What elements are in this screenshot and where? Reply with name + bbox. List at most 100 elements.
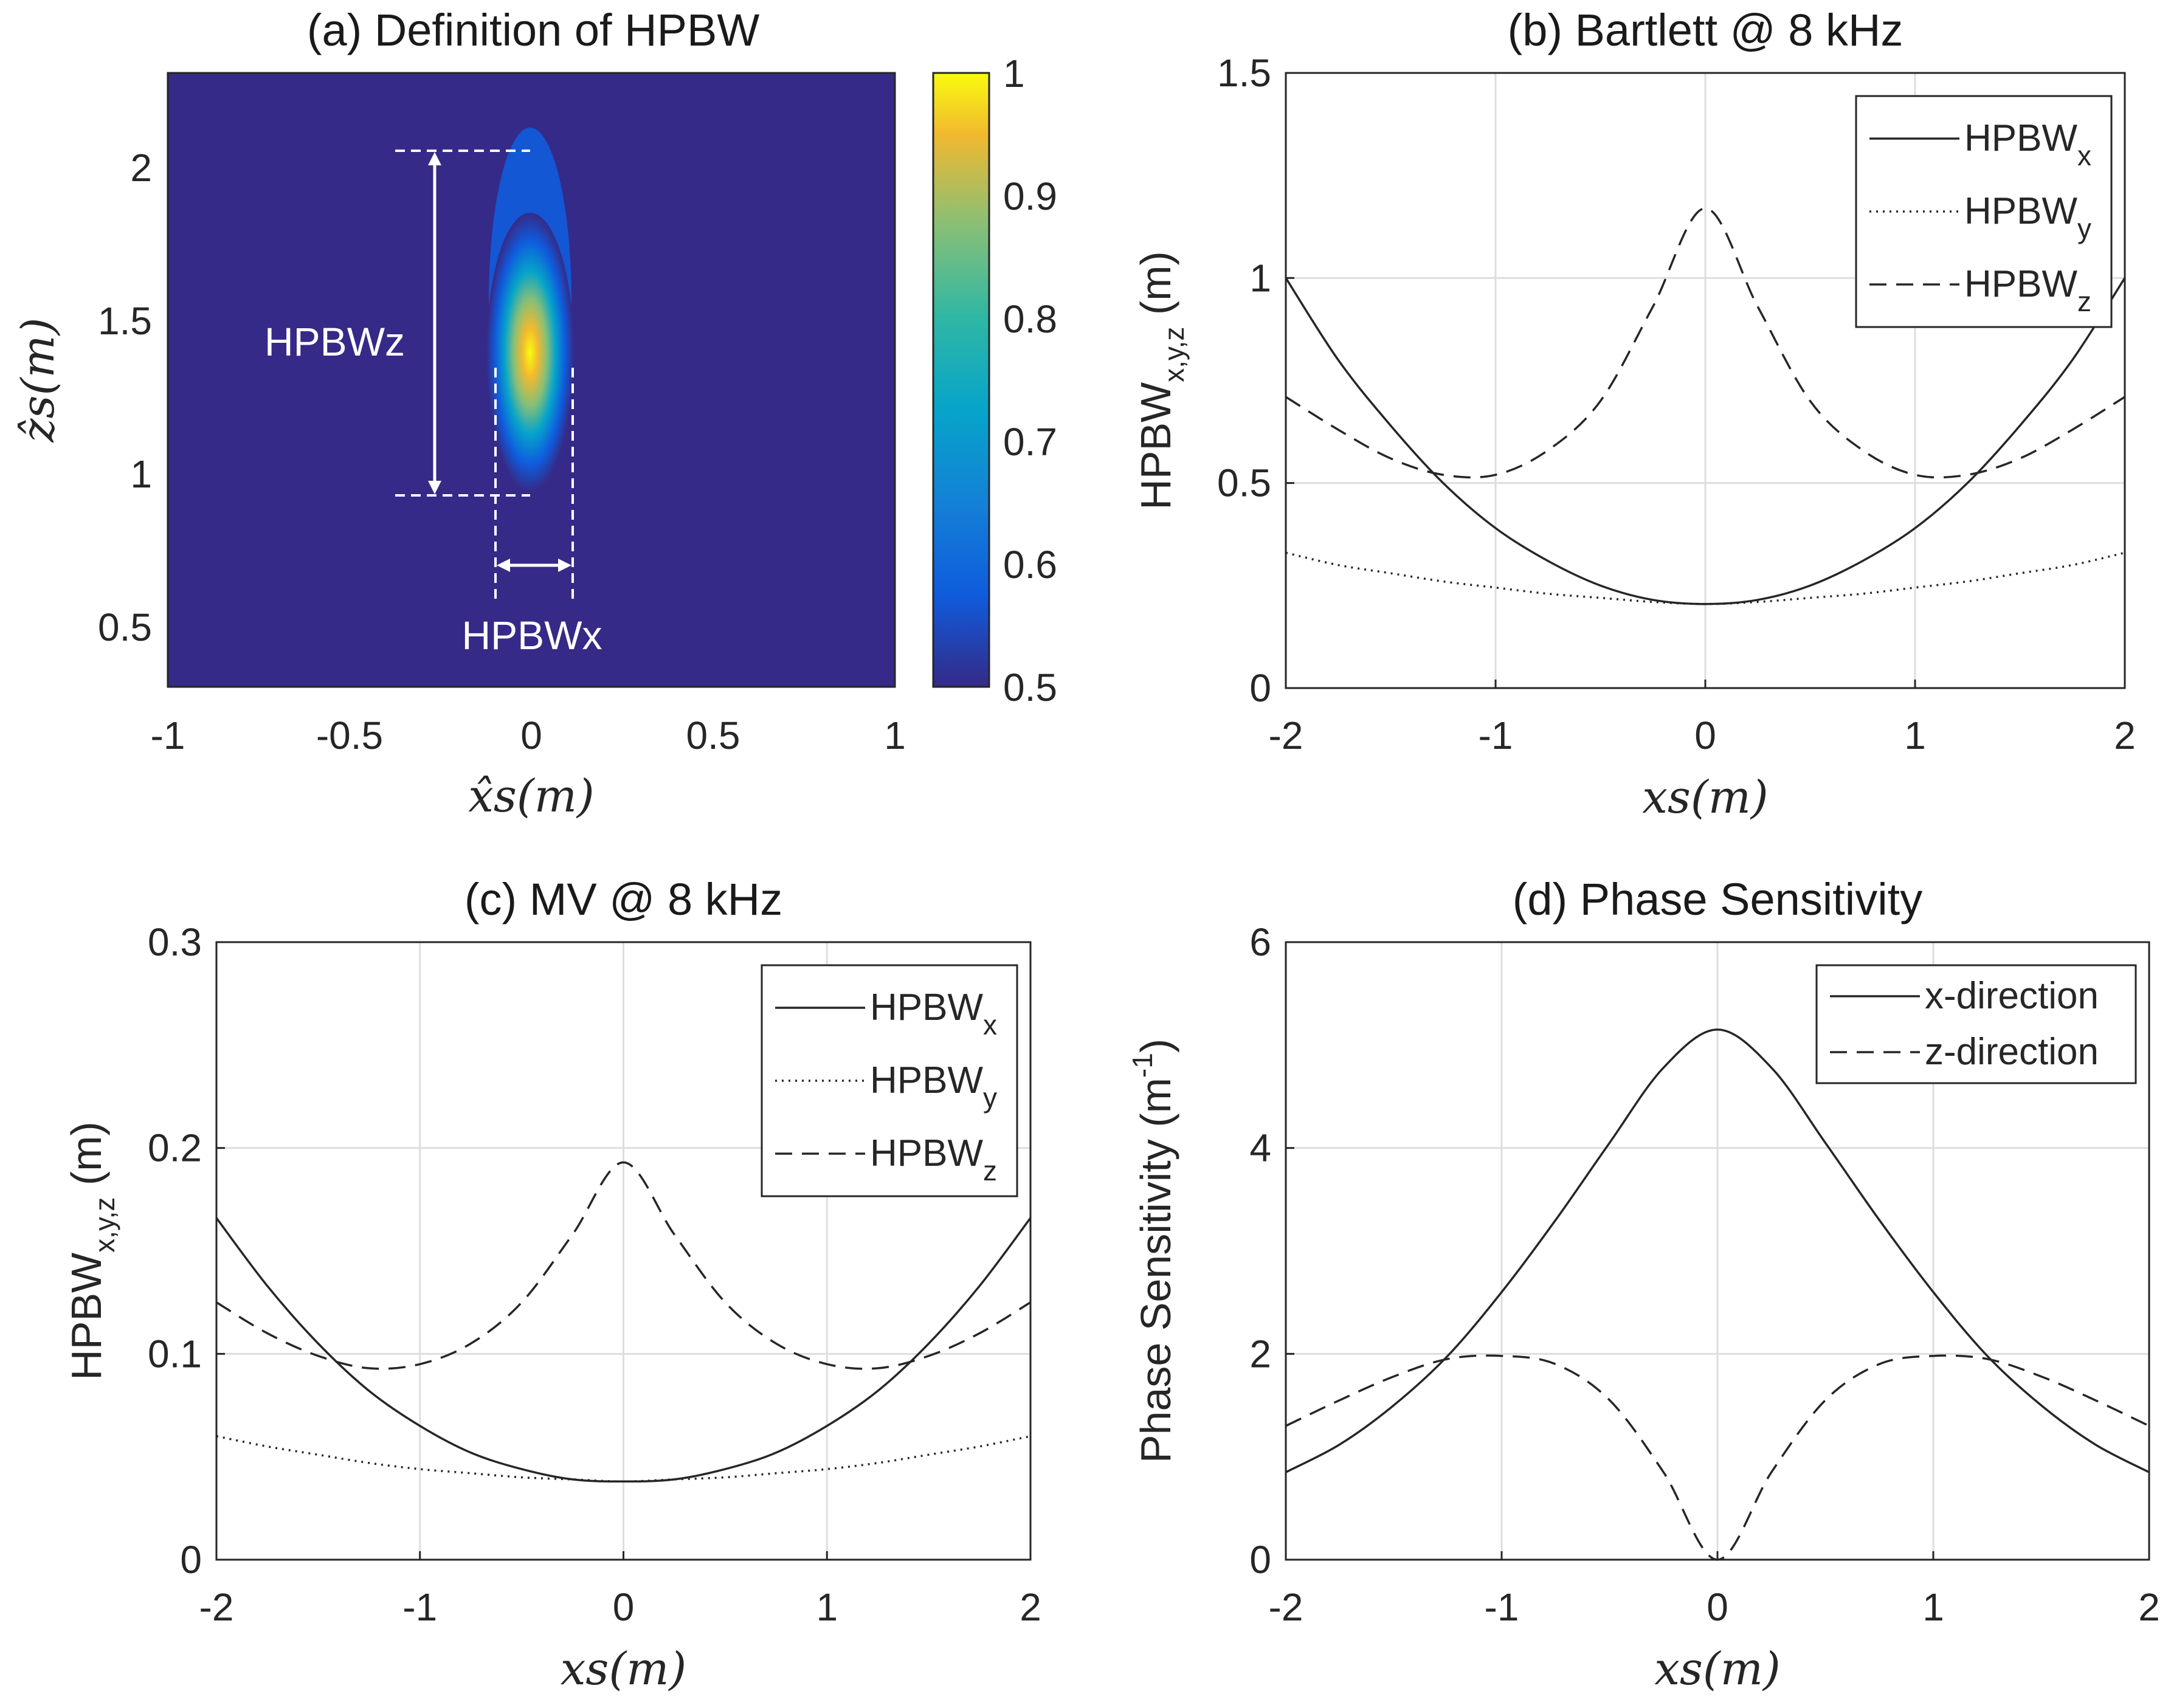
panel-c-ylabel-sub: x,y,z <box>89 1197 120 1253</box>
panel-c-xtick-label: 2 <box>1020 1585 1041 1629</box>
panel-b-ytick-label: 0.5 <box>1217 461 1271 505</box>
colorbar-tick: 0.9 <box>1003 174 1057 218</box>
colorbar-tick: 0.8 <box>1003 297 1057 341</box>
panel-a-ytick: 0.5 <box>98 605 152 649</box>
panel-b-legend-label-sub: x <box>2077 140 2091 171</box>
panel-b: (b) Bartlett @ 8 kHz -2 -1 0 1 2 0 0.5 1 1.5 xs(m)… <box>1132 5 2136 824</box>
colorbar-tick: 0.6 <box>1003 543 1057 587</box>
panel-b-series-y <box>1285 551 2125 605</box>
hpbw-z-label: HPBWz <box>264 319 405 364</box>
panel-c-legend-label-main: HPBW <box>870 1059 983 1101</box>
panel-c-series-x <box>215 1217 1032 1483</box>
panel-b-series-z <box>1285 207 2125 479</box>
hpbw-x-arrowhead-left <box>497 559 510 572</box>
panel-a-xticks: -1 -0.5 0 0.5 1 <box>151 714 906 757</box>
panel-c-xlabel: xs(m) <box>561 1643 687 1695</box>
panel-b-xtick-label: 1 <box>1904 714 1926 757</box>
panel-b-ytick-label: 1 <box>1249 256 1271 300</box>
panel-c-legend-label: HPBWy <box>870 1059 997 1114</box>
hpbw-z-arrowhead-down <box>428 481 441 494</box>
panel-c-xtick-label: 0 <box>613 1585 635 1629</box>
panel-b-xtick-label: -2 <box>1269 714 1303 757</box>
panel-d-legend-label-main: x-direction <box>1925 975 2099 1017</box>
hpbw-x-arrowhead-right <box>558 559 571 572</box>
panel-b-ytick-label: 1.5 <box>1217 51 1271 95</box>
panel-c-ytick-label: 0 <box>180 1538 202 1582</box>
panel-a-ytick: 1.5 <box>98 299 152 343</box>
panel-c-ylabel: HPBWx,y,z (m) <box>63 1121 120 1380</box>
panel-a-ylabel: ẑs(m) <box>12 318 64 443</box>
panel-c-legend-box <box>761 964 1018 1197</box>
panel-c-series-z <box>216 1161 1031 1370</box>
colorbar-tick: 0.5 <box>1003 666 1057 709</box>
panel-d-ytick-label: 0 <box>1249 1538 1271 1582</box>
panel-b-legend-label-main: HPBW <box>1964 263 2077 305</box>
panel-d-title: (d) Phase Sensitivity <box>1513 874 1923 925</box>
panel-d-ytick-label: 6 <box>1249 920 1271 964</box>
panel-c-legend-label-sub: z <box>983 1155 997 1186</box>
panel-d-ylabel-main: Phase Sensitivity (m <box>1132 1078 1179 1463</box>
panel-a-xtick: 0.5 <box>686 714 740 757</box>
panel-a-yticks: 0.5 1 1.5 2 <box>98 146 152 649</box>
panel-d-legend-label-main: z-direction <box>1925 1031 2099 1073</box>
panel-c-xtick-label: -2 <box>199 1585 234 1629</box>
panel-b-xtick-label: 2 <box>2114 714 2136 757</box>
panel-b-ylabel-unit: (m) <box>1132 251 1179 326</box>
panel-d-ytick-label: 2 <box>1249 1332 1271 1376</box>
panel-b-legend-label-main: HPBW <box>1964 117 2077 159</box>
panel-c-legend-label-main: HPBW <box>870 1132 983 1174</box>
panel-b-xtick-label: 0 <box>1694 714 1716 757</box>
panel-c-legend-label-main: HPBW <box>870 987 983 1028</box>
panel-b-ylabel-main: HPBW <box>1132 382 1179 510</box>
panel-d-legend-label: z-direction <box>1925 1031 2099 1073</box>
panel-a-xtick: -0.5 <box>316 714 383 757</box>
hpbw-x-label: HPBWx <box>462 613 602 658</box>
panel-d-ylabel-unit: ) <box>1132 1039 1179 1053</box>
panel-c-xtick-label: 1 <box>816 1585 838 1629</box>
panel-c: (c) MV @ 8 kHz -2 -1 0 1 2 0 0.1 0.2 0.3 xs(m) HPBW… <box>63 874 1041 1695</box>
panel-c-ytick-label: 0.3 <box>148 920 202 964</box>
panel-b-xlabel: xs(m) <box>1642 771 1769 824</box>
panel-a-xlabel: x̂s(m) <box>468 770 595 822</box>
panel-d-legend-label: x-direction <box>1925 975 2099 1017</box>
panel-c-legend-label-sub: y <box>983 1082 997 1114</box>
panel-b-ylabel: HPBWx,y,z (m) <box>1132 251 1190 510</box>
panel-c-legend-label: HPBWx <box>870 987 997 1041</box>
panel-d: (d) Phase Sensitivity -2 -1 0 1 2 0 2 4 6 xs(m) Pha… <box>1127 874 2160 1695</box>
hpbw-z-arrowhead-up <box>428 152 441 165</box>
colorbar-tick: 1 <box>1003 52 1025 95</box>
heatmap-frame <box>167 72 896 688</box>
panel-b-title: (b) Bartlett @ 8 kHz <box>1508 5 1904 55</box>
panel-a-ytick: 2 <box>130 146 152 190</box>
panel-b-xtick-label: -1 <box>1479 714 1513 757</box>
panel-c-title: (c) MV @ 8 kHz <box>464 874 782 925</box>
panel-b-ylabel-sub: x,y,z <box>1158 327 1190 382</box>
panel-d-xtick-label: 0 <box>1707 1585 1728 1629</box>
panel-b-legend-label-sub: z <box>2077 286 2091 317</box>
panel-d-xtick-label: 2 <box>2138 1585 2160 1629</box>
panel-c-legend-label-sub: x <box>983 1009 997 1041</box>
panel-d-ylabel-sup: -1 <box>1127 1053 1158 1078</box>
panel-d-ylabel: Phase Sensitivity (m-1) <box>1127 1039 1179 1463</box>
panel-d-xtick-label: -2 <box>1269 1585 1303 1629</box>
colorbar <box>932 72 990 688</box>
colorbar-ticks: 0.5 0.6 0.7 0.8 0.9 1 <box>1003 52 1057 709</box>
panel-d-legend-box <box>1815 964 2137 1084</box>
panel-b-legend-label: HPBWx <box>1964 117 2091 171</box>
panel-b-series-x <box>1285 277 2126 605</box>
heatmap-beam-spot <box>486 213 574 492</box>
panel-b-legend-label: HPBWy <box>1964 190 2091 244</box>
panel-b-legend-box <box>1855 95 2113 328</box>
panel-a-xtick: 1 <box>884 714 906 757</box>
panel-b-legend-label-main: HPBW <box>1964 190 2077 232</box>
panel-b-ytick-label: 0 <box>1249 666 1271 710</box>
panel-c-ylabel-main: HPBW <box>63 1253 110 1380</box>
panel-a-title: (a) Definition of HPBW <box>307 5 759 55</box>
panel-c-ylabel-unit: (m) <box>63 1121 110 1197</box>
panel-d-xtick-label: -1 <box>1485 1585 1519 1629</box>
panel-a: (a) Definition of HPBW HPBWz HPBWx -1 -0… <box>12 5 1057 822</box>
panel-c-ytick-label: 0.2 <box>148 1126 202 1170</box>
panel-d-ytick-label: 4 <box>1249 1126 1271 1170</box>
panel-d-xlabel: xs(m) <box>1654 1643 1781 1695</box>
